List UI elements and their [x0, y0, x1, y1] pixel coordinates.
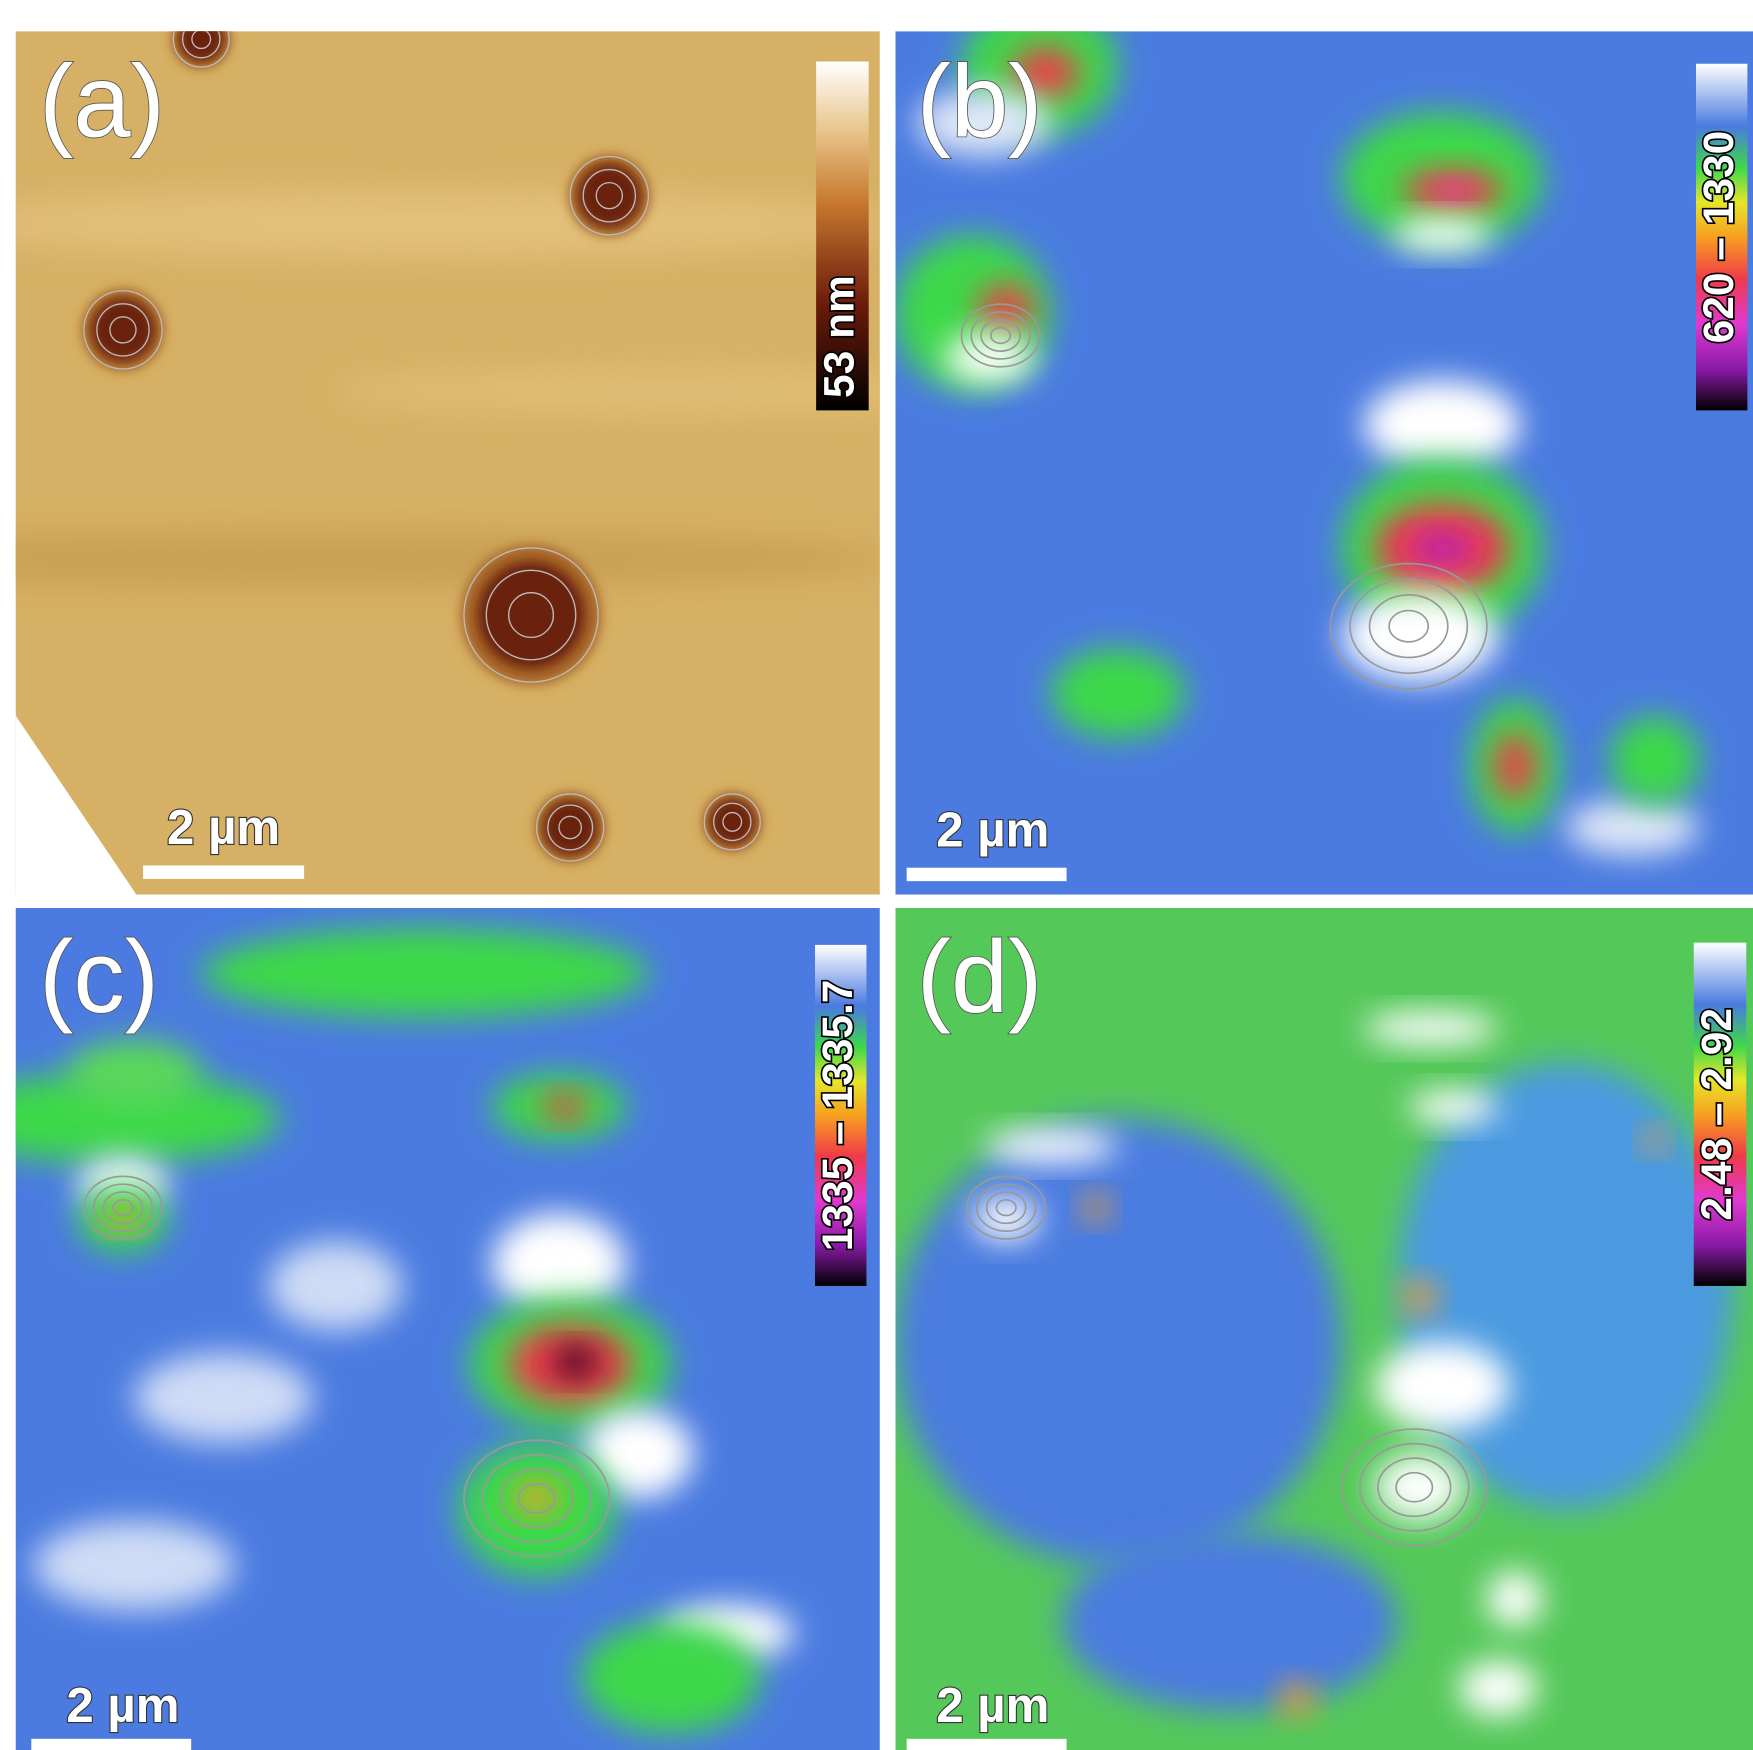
colorbar-label: 2.48 – 2.92 — [1694, 1008, 1741, 1221]
image-blob — [1397, 1062, 1732, 1509]
image-blob — [1437, 181, 1471, 199]
image-blob — [1403, 1280, 1437, 1314]
image-blob — [201, 928, 648, 1017]
colorbar-label: 620 – 1330 — [1696, 131, 1743, 344]
image-blob — [34, 1521, 235, 1610]
image-blob — [1375, 1342, 1509, 1431]
panel-label: (a) — [39, 43, 165, 158]
image-blob — [1610, 716, 1699, 805]
panel-background — [16, 31, 880, 894]
panel-c — [0, 908, 880, 1750]
image-blob — [1409, 1090, 1498, 1124]
image-blob — [542, 1094, 587, 1121]
image-blob — [1409, 532, 1476, 563]
image-blob — [973, 1196, 1040, 1241]
scale-bar — [907, 1739, 1067, 1750]
image-blob — [106, 1208, 140, 1230]
panel-label: (b) — [917, 43, 1043, 158]
scale-bar-label: 2 µm — [167, 800, 280, 855]
scale-bar — [143, 865, 304, 878]
image-blob — [1062, 1532, 1397, 1711]
scale-bar — [907, 868, 1067, 881]
image-blob — [1459, 1661, 1537, 1717]
scale-bar-label: 2 µm — [936, 1678, 1049, 1733]
colorbar-label: 53 nm — [817, 275, 864, 398]
pit-core — [710, 800, 755, 845]
image-blob — [1392, 218, 1493, 252]
panel-label: (d) — [917, 919, 1043, 1034]
image-blob — [67, 1040, 201, 1107]
image-blob — [268, 1241, 402, 1330]
image-blob — [553, 1346, 598, 1377]
image-blob — [984, 1129, 1118, 1163]
page: {"panels": [ {"label": "(a)", "colorbar"… — [0, 0, 1753, 1750]
image-blob — [1487, 1571, 1543, 1627]
image-blob — [1565, 800, 1699, 856]
figure: (a) 53 nm 2 µm (b) 620 – 1330 2 µm (c) 1335 – 1… — [0, 0, 1753, 1750]
pit-core — [477, 561, 584, 668]
image-blob — [1051, 649, 1185, 738]
image-blob — [1643, 1129, 1665, 1151]
pit-core — [179, 17, 224, 62]
image-blob — [134, 1353, 313, 1442]
pit-core — [543, 801, 597, 855]
image-blob — [1280, 1683, 1314, 1717]
colorbar-label: 1335 – 1335.7 — [815, 980, 862, 1252]
scale-bar-label: 2 µm — [66, 1678, 179, 1733]
image-blob — [1495, 732, 1535, 799]
image-blob — [581, 1621, 760, 1733]
pit-core — [92, 299, 155, 362]
image-blob — [1082, 1194, 1109, 1221]
scale-bar — [31, 1739, 191, 1750]
panel-label: (c) — [39, 919, 159, 1034]
image-blob — [514, 1483, 559, 1514]
panel-d — [894, 908, 1753, 1750]
image-blob — [1364, 1012, 1498, 1046]
pit-core — [578, 164, 641, 227]
image-blob — [1364, 380, 1521, 469]
image-blob — [894, 1118, 1341, 1565]
image-blob — [1342, 593, 1499, 682]
scale-bar-label: 2 µm — [936, 802, 1049, 857]
